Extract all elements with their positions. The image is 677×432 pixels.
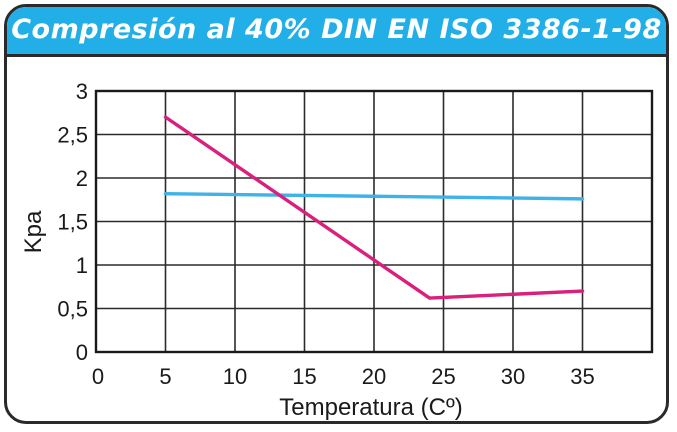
y-tick-label: 2,5: [57, 123, 88, 148]
x-tick-label: 0: [92, 364, 104, 389]
y-tick-label: 1,5: [57, 210, 88, 235]
y-tick-label: 2: [76, 166, 88, 191]
title-banner: Compresión al 40% DIN EN ISO 3386-1-98: [7, 7, 666, 57]
y-tick-label: 0,5: [57, 297, 88, 322]
y-axis-label: Kpa: [20, 210, 47, 253]
chart-card: Compresión al 40% DIN EN ISO 3386-1-98: [4, 4, 669, 424]
x-tick-label: 30: [501, 364, 525, 389]
plot-frame: [94, 89, 654, 354]
y-tick-label: 1: [76, 253, 88, 278]
series-line-1: [163, 191, 585, 201]
y-tick-label: 0: [76, 340, 88, 365]
x-tick-label: 35: [570, 364, 594, 389]
x-tick-label: 15: [292, 364, 316, 389]
x-tick-label: 25: [431, 364, 455, 389]
x-tick-label: 10: [223, 364, 247, 389]
series-line-2: [163, 115, 585, 300]
chart-title: Compresión al 40% DIN EN ISO 3386-1-98: [11, 14, 662, 45]
x-tick-label: 5: [159, 364, 171, 389]
x-tick-label: 20: [362, 364, 386, 389]
x-axis-label: Temperatura (Cº): [279, 394, 462, 421]
y-tick-label: 3: [76, 79, 88, 104]
